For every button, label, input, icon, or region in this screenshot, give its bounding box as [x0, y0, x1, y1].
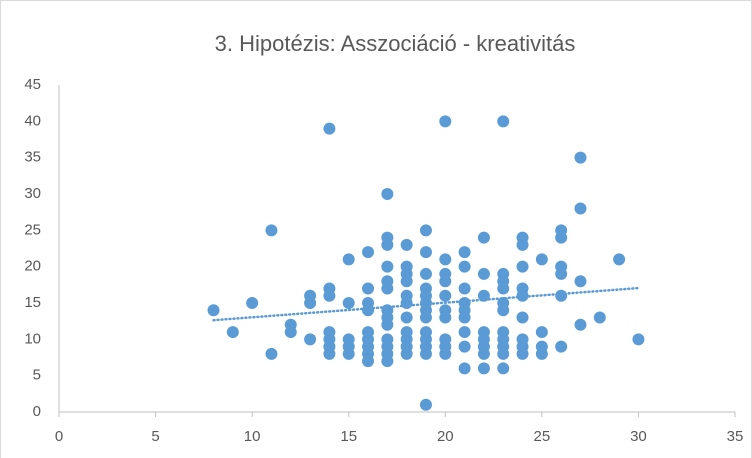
point — [516, 260, 529, 273]
y-tick-label: 25 — [24, 221, 41, 238]
point — [535, 253, 548, 266]
point — [477, 267, 490, 280]
point — [632, 333, 645, 346]
x-tick-label: 5 — [151, 428, 159, 445]
point — [381, 238, 394, 251]
chart-title: 3. Hipotézis: Asszociáció - kreativitás — [215, 31, 576, 56]
point — [284, 326, 297, 339]
point — [362, 246, 375, 259]
point — [574, 202, 587, 215]
y-tick-label: 40 — [24, 112, 41, 129]
y-tick-label: 20 — [24, 258, 41, 275]
point — [555, 267, 568, 280]
point — [458, 246, 471, 259]
point — [381, 260, 394, 273]
point — [400, 275, 413, 288]
point — [419, 398, 432, 411]
point — [304, 297, 317, 309]
point — [323, 347, 336, 360]
point — [419, 267, 432, 280]
point — [516, 238, 529, 251]
x-tick-label: 35 — [727, 428, 744, 445]
point — [419, 224, 432, 237]
x-tick-label: 10 — [244, 428, 261, 445]
point — [400, 238, 413, 251]
point — [207, 304, 220, 317]
x-tick-label: 30 — [630, 428, 647, 445]
point — [516, 289, 529, 302]
x-tick-label: 25 — [534, 428, 551, 445]
point — [555, 231, 568, 244]
point — [574, 318, 587, 331]
point — [419, 311, 432, 324]
point — [574, 151, 587, 164]
point — [362, 355, 375, 368]
y-tick-label: 5 — [33, 367, 41, 384]
point — [497, 304, 510, 317]
point — [265, 347, 278, 360]
point — [439, 275, 452, 288]
point — [439, 311, 452, 324]
y-tick-label: 15 — [24, 294, 41, 311]
point — [535, 326, 548, 339]
y-tick-label: 45 — [24, 76, 41, 93]
point — [458, 362, 471, 375]
y-tick-label: 10 — [24, 330, 41, 347]
point — [362, 304, 375, 317]
x-tick-label: 0 — [55, 428, 63, 445]
point — [516, 347, 529, 360]
point — [555, 340, 568, 353]
trendline — [212, 286, 640, 322]
point — [439, 289, 452, 302]
point — [458, 282, 471, 295]
point — [439, 115, 452, 128]
point — [381, 318, 394, 331]
point — [362, 282, 375, 295]
point — [342, 347, 355, 360]
y-tick-label: 35 — [24, 149, 41, 166]
point — [535, 347, 548, 360]
point — [439, 347, 452, 360]
point — [477, 362, 490, 375]
point — [593, 311, 606, 324]
point — [555, 289, 568, 302]
point — [226, 326, 239, 339]
point — [497, 347, 510, 360]
point — [304, 333, 317, 346]
point — [458, 311, 471, 324]
point — [458, 260, 471, 273]
point — [497, 282, 510, 295]
point — [516, 311, 529, 324]
point — [613, 253, 626, 266]
point — [419, 347, 432, 360]
point — [574, 275, 587, 288]
point — [458, 326, 471, 339]
point — [419, 246, 432, 259]
point — [246, 297, 259, 309]
point — [400, 297, 413, 309]
point — [497, 362, 510, 375]
point — [265, 224, 278, 237]
x-tick-label: 15 — [340, 428, 357, 445]
y-tick-label: 30 — [24, 185, 41, 202]
point — [400, 311, 413, 324]
point — [323, 122, 336, 135]
point — [497, 115, 510, 128]
point — [477, 231, 490, 244]
y-tick-label: 0 — [33, 403, 41, 420]
x-tick-label: 20 — [437, 428, 454, 445]
point — [400, 347, 413, 360]
point — [477, 347, 490, 360]
point — [381, 282, 394, 295]
point — [342, 253, 355, 266]
point — [323, 289, 336, 302]
point — [381, 355, 394, 368]
point — [458, 340, 471, 353]
point — [342, 297, 355, 309]
point — [439, 253, 452, 266]
point — [381, 188, 394, 200]
